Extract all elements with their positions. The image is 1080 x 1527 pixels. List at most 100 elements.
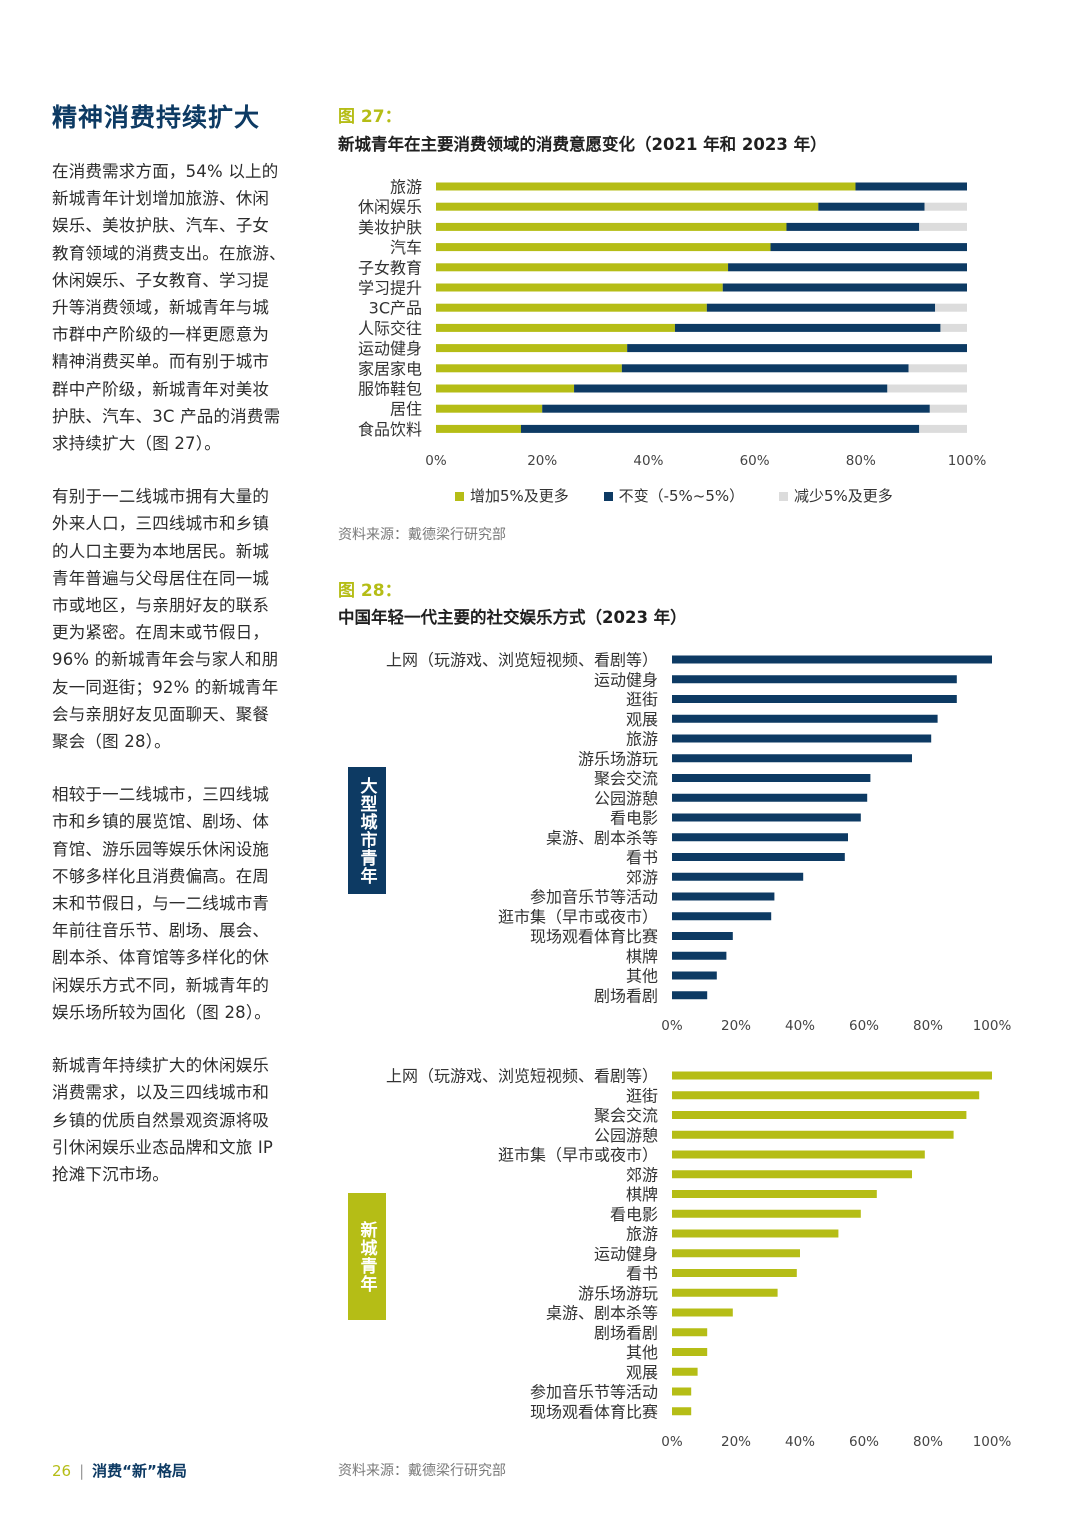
category-label: 旅游 bbox=[626, 1225, 658, 1244]
category-label: 参加音乐节等活动 bbox=[530, 1383, 658, 1402]
bar-segment bbox=[706, 303, 936, 312]
bar-segment bbox=[436, 424, 521, 433]
x-tick-label: 80% bbox=[913, 1018, 943, 1034]
x-tick-label: 60% bbox=[740, 453, 770, 469]
x-tick-label: 0% bbox=[661, 1018, 683, 1034]
bar-segment bbox=[935, 303, 967, 312]
legend-label: 不变（-5%~5%） bbox=[618, 487, 745, 505]
bar bbox=[672, 1288, 778, 1297]
bar bbox=[672, 971, 717, 980]
bar-segment bbox=[520, 424, 920, 433]
bar bbox=[672, 951, 727, 960]
bar-segment bbox=[436, 202, 819, 211]
bar-segment bbox=[940, 323, 967, 332]
figure27-legend: 增加5%及更多 不变（-5%~5%） 减少5%及更多 bbox=[455, 485, 923, 506]
bar bbox=[672, 1387, 692, 1396]
category-label: 现场观看体育比赛 bbox=[530, 927, 658, 946]
category-label: 运动健身 bbox=[358, 339, 422, 358]
bar bbox=[672, 1269, 797, 1277]
bar-segment bbox=[436, 384, 575, 393]
x-tick-label: 60% bbox=[849, 1018, 879, 1034]
bar-segment bbox=[436, 243, 771, 252]
x-tick-label: 80% bbox=[913, 1434, 943, 1450]
bar bbox=[672, 813, 861, 822]
bar-segment bbox=[436, 182, 856, 191]
bar bbox=[672, 912, 772, 921]
bar bbox=[672, 793, 868, 802]
category-label: 参加音乐节等活动 bbox=[530, 888, 658, 907]
category-label: 公园游憩 bbox=[594, 789, 658, 808]
bar-segment bbox=[621, 364, 909, 373]
legend-swatch bbox=[455, 492, 464, 501]
footer-separator: | bbox=[79, 1462, 85, 1480]
category-label: 聚会交流 bbox=[594, 1106, 658, 1125]
bar bbox=[672, 1150, 925, 1159]
category-label: 汽车 bbox=[390, 238, 422, 257]
category-label: 家居家电 bbox=[358, 359, 422, 378]
legend-label: 减少5%及更多 bbox=[793, 487, 893, 505]
paragraph: 新城青年持续扩大的休闲娱乐 消费需求，以及三四线城市和 乡镇的优质自然景观资源将… bbox=[52, 1056, 274, 1184]
paragraph: 相较于一二线城市，三四线城 市和乡镇的展览馆、剧场、体 育馆、游乐园等娱乐休闲设… bbox=[52, 785, 271, 1022]
category-label: 居住 bbox=[390, 400, 422, 419]
category-label: 观展 bbox=[626, 1363, 658, 1382]
bar bbox=[672, 1091, 980, 1100]
bar-segment bbox=[908, 364, 967, 373]
category-label: 看书 bbox=[626, 848, 658, 867]
x-tick-label: 20% bbox=[721, 1018, 751, 1034]
figure27-number: 图 27： bbox=[338, 107, 402, 127]
figure28-chart-big-city: 上网（玩游戏、浏览短视频、看剧等）运动健身逛街观展旅游游乐场游玩聚会交流公园游憩… bbox=[386, 651, 1011, 1035]
bar-segment bbox=[855, 182, 967, 191]
bar-segment bbox=[542, 404, 930, 413]
bar bbox=[672, 714, 938, 723]
x-tick-label: 40% bbox=[633, 453, 663, 469]
tag-new-city-youth: 新城青年 bbox=[348, 1193, 386, 1320]
x-tick-label: 100% bbox=[973, 1434, 1012, 1450]
figure28-number: 图 28： bbox=[338, 581, 402, 601]
footer-title: 消费“新”格局 bbox=[92, 1462, 187, 1480]
category-label: 看电影 bbox=[610, 809, 658, 828]
bar bbox=[672, 734, 932, 743]
section-title: 精神消费持续扩大 bbox=[52, 103, 261, 132]
body-text: 在消费需求方面，54% 以上的 新城青年计划增加旅游、休闲 娱乐、美妆护肤、汽车… bbox=[52, 158, 307, 1214]
category-label: 公园游憩 bbox=[594, 1126, 658, 1145]
category-label: 其他 bbox=[626, 1343, 658, 1362]
bar bbox=[672, 675, 957, 684]
category-label: 服饰鞋包 bbox=[358, 380, 422, 399]
figure28-title: 中国年轻一代主要的社交娱乐方式（2023 年） bbox=[338, 608, 687, 627]
legend-item-decrease: 减少5%及更多 bbox=[778, 485, 893, 506]
bar bbox=[672, 1130, 954, 1139]
bar-segment bbox=[436, 263, 729, 272]
bar-segment bbox=[818, 202, 925, 211]
category-label: 游乐场游玩 bbox=[578, 749, 658, 768]
category-label: 桌游、剧本杀等 bbox=[546, 1304, 658, 1323]
footer: 26 | 消费“新”格局 bbox=[52, 1460, 187, 1481]
x-tick-label: 60% bbox=[849, 1434, 879, 1450]
category-label: 剧场看剧 bbox=[594, 986, 658, 1005]
x-tick-label: 40% bbox=[785, 1434, 815, 1450]
x-tick-label: 40% bbox=[785, 1018, 815, 1034]
bar bbox=[672, 1229, 839, 1238]
category-label: 人际交往 bbox=[358, 319, 422, 338]
category-label: 上网（玩游戏、浏览短视频、看剧等） bbox=[386, 651, 658, 670]
paragraph: 在消费需求方面，54% 以上的 新城青年计划增加旅游、休闲 娱乐、美妆护肤、汽车… bbox=[52, 162, 286, 454]
bar bbox=[672, 1328, 708, 1337]
legend-item-unchanged: 不变（-5%~5%） bbox=[603, 485, 745, 506]
bar-segment bbox=[887, 384, 967, 393]
category-label: 学习提升 bbox=[358, 279, 422, 298]
x-tick-label: 80% bbox=[846, 453, 876, 469]
bar-segment bbox=[674, 323, 941, 332]
bar bbox=[672, 1209, 861, 1218]
figure28-chart-new-city: 上网（玩游戏、浏览短视频、看剧等）逛街聚会交流公园游憩逛市集（早市或夜市）郊游棋… bbox=[386, 1067, 1012, 1451]
bar bbox=[672, 932, 733, 940]
category-label: 其他 bbox=[626, 967, 658, 986]
bar bbox=[672, 1071, 992, 1080]
bar-segment bbox=[436, 303, 707, 312]
bar-segment bbox=[436, 283, 723, 292]
bar-segment bbox=[436, 323, 675, 332]
bar-segment bbox=[728, 263, 967, 272]
bar-segment bbox=[436, 364, 622, 373]
category-label: 美妆护肤 bbox=[358, 218, 422, 237]
figure28-source: 资料来源：戴德梁行研究部 bbox=[338, 1463, 506, 1479]
category-label: 游乐场游玩 bbox=[578, 1284, 658, 1303]
bar bbox=[672, 1170, 912, 1179]
